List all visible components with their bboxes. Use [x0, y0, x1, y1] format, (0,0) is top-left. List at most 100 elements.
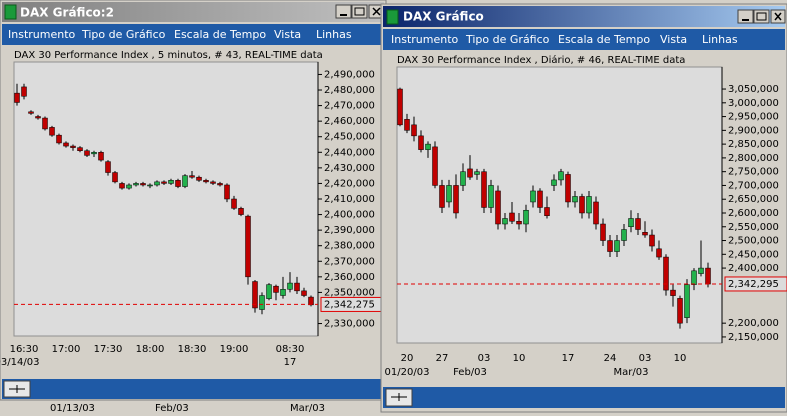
y-tick-label: 2,410,000 [324, 194, 375, 205]
y-tick-label: 2,800,000 [728, 153, 779, 164]
crosshair-button[interactable] [385, 388, 413, 407]
menu-item[interactable]: Instrumento [391, 33, 459, 46]
plot-area [396, 66, 723, 344]
candle-body [432, 146, 438, 186]
candle-body [474, 171, 480, 175]
window-title: DAX Gráfico:2 [20, 6, 114, 20]
menu-item[interactable]: Escala de Tempo [558, 33, 650, 46]
candle-body [84, 150, 90, 156]
candle-body [49, 127, 55, 136]
candle-body [684, 284, 690, 318]
y-tick-label: 2,700,000 [728, 180, 779, 191]
candle-body [182, 175, 188, 187]
maximize-button[interactable] [753, 9, 770, 24]
candle-body [691, 270, 697, 285]
y-tick-label: 2,380,000 [324, 241, 375, 252]
candle-body [112, 172, 118, 183]
menu-item[interactable]: Linhas [316, 28, 352, 41]
y-tick-label: 2,150,000 [728, 332, 779, 343]
window: DAX Gráfico:2 Instrumento Tipo de Gráfic… [0, 0, 387, 401]
menu-item[interactable]: Vista [274, 28, 301, 41]
candle-body [294, 282, 300, 292]
crosshair-button[interactable] [3, 380, 31, 398]
candle-body [677, 298, 683, 324]
x-tick-label: Feb/03 [453, 367, 487, 378]
close-button[interactable] [770, 9, 786, 24]
menu-item[interactable]: Escala de Tempo [174, 28, 266, 41]
candle-body [593, 201, 599, 225]
x-tick-label: 20 [401, 353, 414, 364]
candle-body [509, 212, 515, 222]
candle-body [656, 248, 662, 258]
candle-body [56, 134, 62, 144]
plot-area [13, 61, 319, 337]
menu-item[interactable]: Vista [660, 33, 687, 46]
candle-body [551, 179, 557, 186]
y-tick-label: 2,490,000 [324, 69, 375, 80]
candle-body [175, 180, 181, 187]
y-tick-label: 2,850,000 [728, 139, 779, 150]
candle-body [607, 240, 613, 252]
window-title: DAX Gráfico [403, 10, 484, 24]
candle-body [397, 88, 403, 126]
candle-body [259, 295, 265, 310]
x-tick-label: 17:00 [52, 344, 81, 355]
menu-item[interactable]: Linhas [702, 33, 738, 46]
candle-body [649, 234, 655, 247]
x-tick-label: 16:30 [10, 344, 39, 355]
x-tick-label: 10 [513, 353, 526, 364]
x-tick-label: 10 [674, 353, 687, 364]
candle-body [63, 142, 69, 147]
background-label: Feb/03 [155, 403, 189, 414]
candle-body [70, 145, 76, 148]
y-tick-label: 2,450,000 [324, 132, 375, 143]
candle-body [467, 168, 473, 178]
menu-item[interactable]: Instrumento [8, 28, 76, 41]
candle-body [42, 117, 48, 130]
candle-body [21, 86, 27, 97]
candle-body [210, 181, 216, 184]
y-tick-label: 2,500,000 [728, 236, 779, 247]
candle-body [252, 281, 258, 309]
y-tick-label: 2,480,000 [324, 85, 375, 96]
candle-body [404, 119, 410, 131]
candle-body [600, 223, 606, 241]
menu-bar [2, 24, 384, 45]
y-tick-label: 2,750,000 [728, 167, 779, 178]
candle-body [119, 183, 125, 189]
candle-body [189, 175, 195, 178]
candle-body [544, 207, 550, 216]
candle-body [614, 240, 620, 252]
y-tick-label: 2,390,000 [324, 225, 375, 236]
minimize-button[interactable] [737, 9, 754, 24]
menu-item[interactable]: Tipo de Gráfico [81, 28, 166, 41]
y-tick-label: 2,470,000 [324, 101, 375, 112]
y-tick-label: 2,600,000 [728, 208, 779, 219]
candle-body [439, 185, 445, 208]
y-tick-label: 2,650,000 [728, 194, 779, 205]
candle-body [301, 290, 307, 296]
maximize-button[interactable] [351, 4, 368, 19]
candle-body [161, 181, 167, 184]
close-button[interactable] [368, 4, 385, 19]
candle-body [446, 185, 452, 203]
candle-body [196, 176, 202, 181]
candle-body [168, 180, 174, 184]
candle-body [495, 190, 501, 225]
candle-body [418, 135, 424, 150]
y-tick-label: 3,050,000 [728, 84, 779, 95]
x-tick-label: 08:30 [276, 344, 305, 355]
background-label: 01/13/03 [50, 403, 95, 414]
candle-body [308, 296, 314, 306]
minimize-button[interactable] [335, 4, 352, 19]
title-bar [383, 6, 785, 27]
y-tick-label: 2,200,000 [728, 318, 779, 329]
candle-body [266, 284, 272, 299]
candle-body [621, 229, 627, 241]
candle-body [705, 267, 711, 285]
menu-item[interactable]: Tipo de Gráfico [465, 33, 550, 46]
candle-body [635, 218, 641, 230]
window: DAX Gráfico Instrumento Tipo de Gráfico … [380, 3, 787, 413]
candle-body [140, 183, 146, 186]
